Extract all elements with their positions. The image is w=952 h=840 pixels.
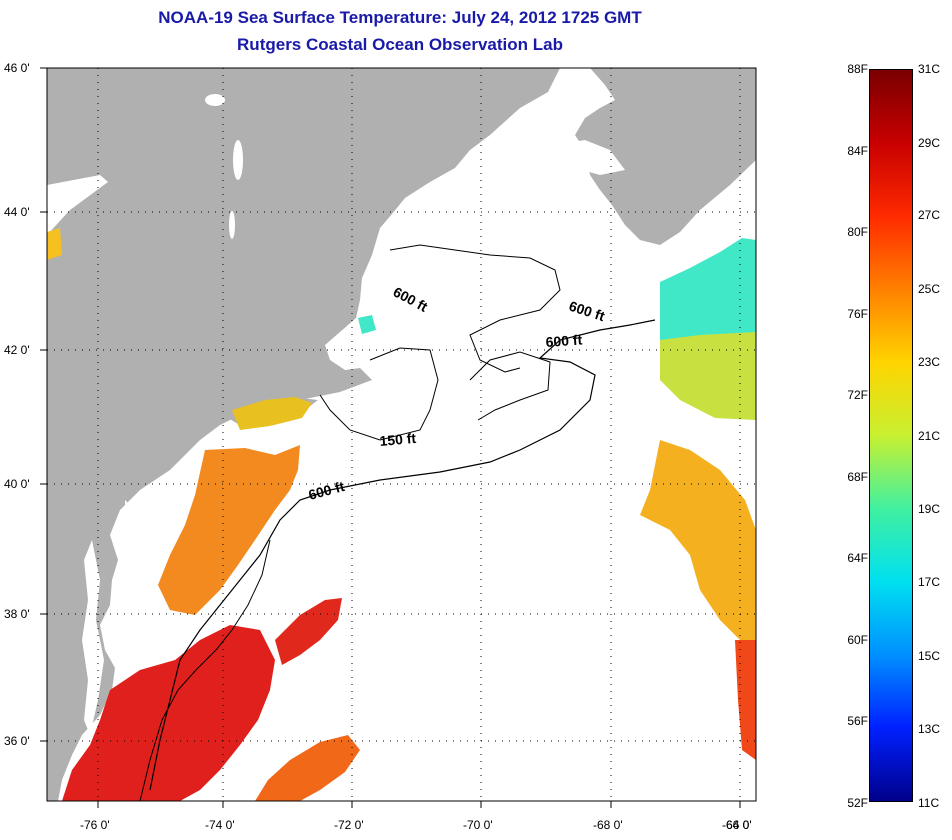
colorbar-f-label: 56F: [847, 714, 868, 728]
map-frame: [46, 67, 757, 802]
colorbar-c-label: 17C: [918, 575, 941, 589]
lon-label: -68 0': [593, 818, 623, 832]
isobath-line: [389, 244, 561, 373]
colorbar-c-label: 27C: [918, 208, 941, 222]
isobath-line: [149, 319, 656, 791]
lake: [229, 211, 235, 239]
sst-patch-ontario: [47, 228, 62, 260]
bay-of-fundy: [555, 140, 625, 175]
lon-label: -70 0': [463, 818, 493, 832]
colorbar-c-label: 21C: [918, 429, 941, 443]
sst-patch-east-cyan: [660, 238, 756, 345]
lat-label: 44 0': [4, 205, 30, 219]
lon-label: -74 0': [205, 818, 235, 832]
colorbar-c-label: 15C: [918, 649, 941, 663]
colorbar-c-label: 19C: [918, 502, 941, 516]
lat-label: 42 0': [4, 343, 30, 357]
sst-patch-east-yellow: [660, 332, 756, 420]
sst-patch-east-orange: [640, 440, 756, 650]
colorbar-f-label: 84F: [847, 144, 868, 158]
colorbar-f-label: 88F: [847, 62, 868, 76]
isobath-line: [319, 347, 439, 441]
lon-label: -66 0': [722, 818, 752, 832]
lat-label: 46 0': [4, 61, 30, 75]
colorbar-f-label: 64F: [847, 551, 868, 565]
colorbar-c-label: 23C: [918, 355, 941, 369]
colorbar-c-label: 29C: [918, 136, 941, 150]
colorbar-c-label: 25C: [918, 282, 941, 296]
contour-label: 600 ft: [545, 331, 583, 350]
chesapeake-bay: [82, 540, 104, 735]
colorbar-f-label: 76F: [847, 307, 868, 321]
nova-scotia: [575, 68, 756, 245]
colorbar-f-label: 72F: [847, 388, 868, 402]
map-subtitle: Rutgers Coastal Ocean Observation Lab: [237, 35, 563, 54]
sst-patch-orange-south: [255, 735, 360, 801]
lake: [233, 140, 243, 180]
lat-label: 38 0': [4, 607, 30, 621]
lon-label: -76 0': [80, 818, 110, 832]
colorbar-f-label: 68F: [847, 470, 868, 484]
lon-label: -72 0': [334, 818, 364, 832]
lake: [205, 94, 225, 106]
lon-label: -64 0': [722, 818, 752, 832]
sst-patch-li-yellow: [232, 397, 312, 430]
colorbar-f-label: 60F: [847, 633, 868, 647]
lake-ontario: [47, 175, 108, 235]
sst-patch-gulfstream: [62, 625, 275, 801]
sst-patch-mab-orange: [158, 445, 300, 615]
colorbar-f-label: 52F: [847, 796, 868, 810]
isobath-line: [139, 539, 271, 802]
map-title: NOAA-19 Sea Surface Temperature: July 24…: [158, 8, 642, 27]
colorbar-f-label: 80F: [847, 225, 868, 239]
lat-label: 36 0': [4, 734, 30, 748]
temperature-colorbar: [869, 69, 913, 802]
axis-ticks: [40, 67, 741, 808]
isobath-line: [469, 351, 551, 421]
lat-label: 40 0': [4, 477, 30, 491]
sst-patch-red-band: [275, 598, 342, 665]
colorbar-c-label: 13C: [918, 722, 941, 736]
colorbar-c-label: 31C: [918, 62, 941, 76]
colorbar-c-label: 11C: [918, 796, 940, 810]
us-mainland: [47, 68, 560, 801]
sst-patch-gom-cyan: [358, 315, 376, 334]
delaware-bay: [125, 500, 140, 540]
contour-label: 150 ft: [379, 430, 417, 449]
